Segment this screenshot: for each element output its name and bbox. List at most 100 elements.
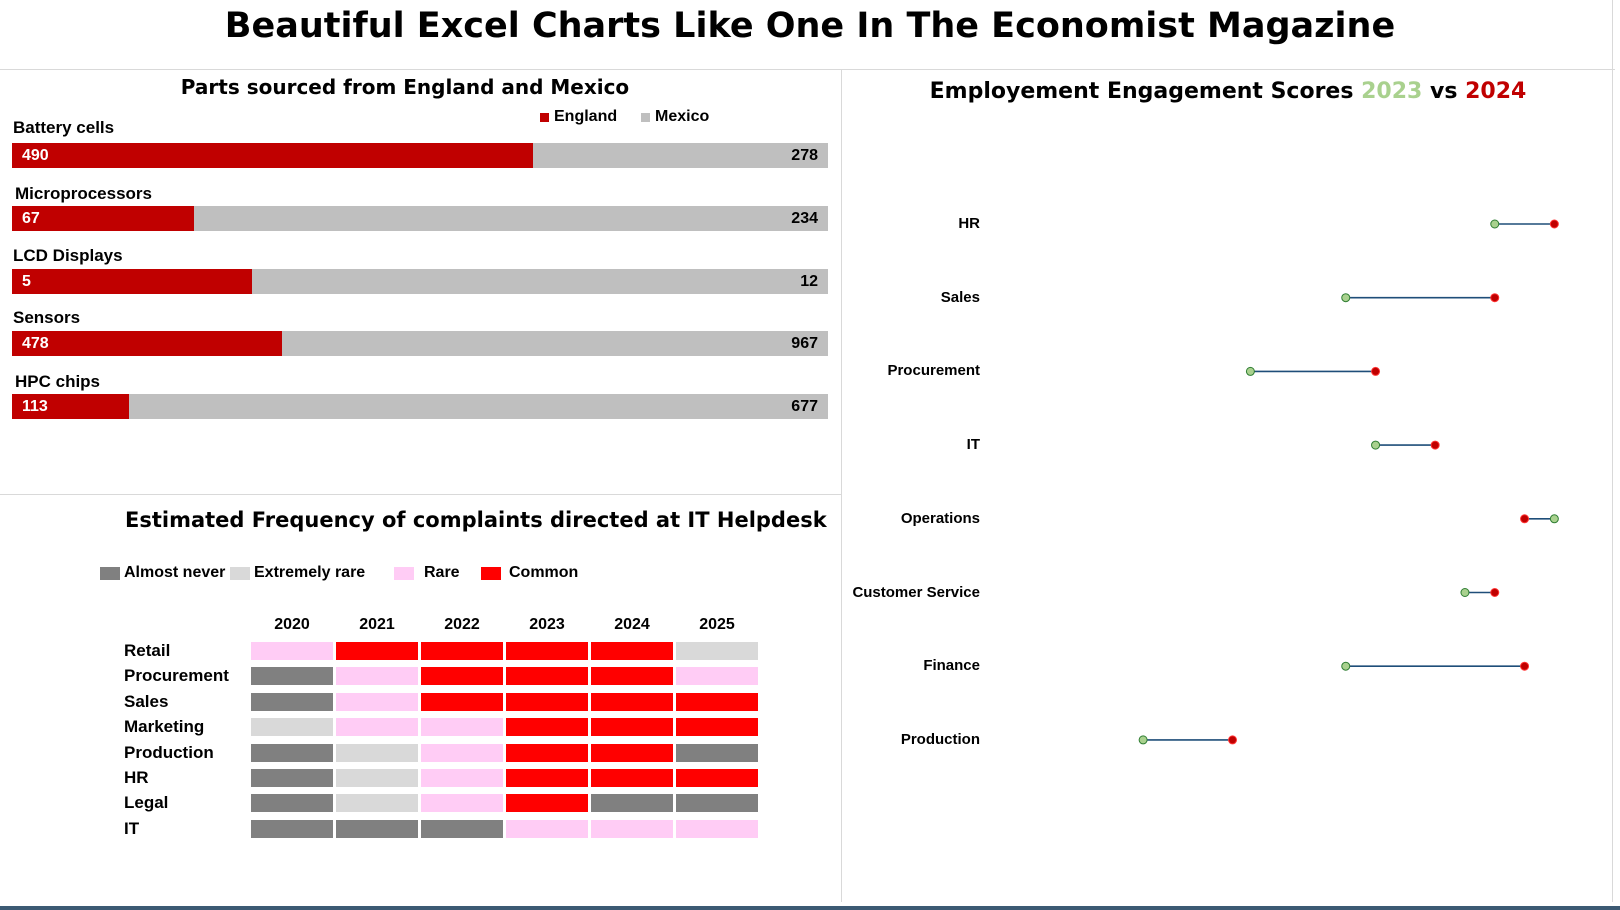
legend-england-swatch: [540, 112, 549, 122]
data-label-england: 490: [22, 147, 49, 164]
dumbbell-chart-title: Employement Engagement Scores 2023 vs 20…: [843, 79, 1613, 104]
heatmap-row-label: Procurement: [124, 666, 229, 686]
legend-england-label: England: [554, 108, 618, 125]
heatmap-cell: [506, 667, 588, 686]
heatmap-cell: [591, 819, 673, 838]
dumbbell-point-2024: [1371, 366, 1381, 376]
bar-category-label: HPC chips: [15, 372, 101, 391]
heatmap-cell: [336, 819, 418, 838]
dumbbell-point-2023: [1490, 219, 1500, 229]
bar-england: [12, 269, 252, 294]
heatmap-cell: [251, 642, 333, 660]
heatmap-cell: [676, 642, 758, 660]
dumbbell-category-label: Sales: [940, 288, 980, 306]
legend-extremely-rare-label: Extremely rare: [254, 564, 366, 581]
legend-mexico: Mexico: [641, 108, 709, 126]
dumbbell-point-2023: [1549, 514, 1559, 524]
heatmap-cell: [506, 794, 588, 813]
heatmap-cell: [506, 692, 588, 711]
dumbbell-point-2024: [1430, 440, 1440, 450]
dumbbell-title-vs: vs: [1422, 79, 1466, 104]
heatmap-cell: [591, 794, 673, 813]
panel-divider-horizontal: [0, 494, 841, 495]
heatmap-row-label: Production: [124, 742, 214, 762]
bar-england: [12, 331, 282, 356]
heatmap-cell: [506, 769, 588, 787]
heatmap-cell: [591, 692, 673, 711]
heatmap-year-label: 2021: [359, 616, 395, 633]
dumbbell-point-2023: [1245, 366, 1255, 376]
bar-england: [12, 394, 129, 419]
title-divider: [0, 69, 1615, 70]
dumbbell-point-2023: [1138, 735, 1148, 745]
heatmap-cell: [421, 743, 503, 762]
data-label-england: 478: [22, 335, 49, 352]
data-label-mexico: 677: [791, 398, 818, 415]
heatmap-cell: [336, 692, 418, 711]
dumbbell-point-2024: [1549, 219, 1559, 229]
legend-rare-swatch: [394, 566, 414, 580]
legend-almost-never: Almost never: [100, 564, 225, 582]
dumbbell-title-year-2024: 2024: [1465, 79, 1527, 104]
window-bottom-border: [0, 906, 1620, 910]
heatmap-cell: [676, 794, 758, 813]
dumbbell-category-label: Operations: [900, 509, 980, 527]
heatmap-cell: [591, 667, 673, 686]
dumbbell-point-2023: [1371, 440, 1381, 450]
heatmap-row-label: Marketing: [124, 717, 205, 737]
bar-england: [12, 206, 194, 231]
heatmap-cell: [421, 769, 503, 787]
heatmap-cell: [676, 692, 758, 711]
heatmap-cell: [676, 718, 758, 737]
data-label-mexico: 967: [791, 335, 818, 352]
heatmap-cell: [506, 718, 588, 737]
data-label-mexico: 234: [791, 210, 818, 227]
dumbbell-point-2024: [1520, 661, 1530, 671]
dumbbell-point-2023: [1341, 293, 1351, 303]
heatmap-cell: [591, 743, 673, 762]
legend-mexico-swatch: [641, 112, 650, 122]
heatmap-row-label: Sales: [124, 691, 169, 711]
bar-category-label: Battery cells: [13, 118, 115, 137]
data-label-mexico: 278: [791, 147, 818, 164]
legend-rare-label: Rare: [424, 564, 460, 581]
dumbbell-category-label: HR: [958, 215, 980, 232]
heatmap-row-label: Legal: [124, 793, 169, 813]
data-label-mexico: 12: [800, 273, 818, 290]
heatmap-cell: [336, 718, 418, 737]
bar-england: [12, 143, 533, 168]
dumbbell-point-2023: [1460, 588, 1470, 597]
legend-common: Common: [481, 564, 578, 582]
heatmap-cell: [506, 819, 588, 838]
heatmap-cell: [676, 769, 758, 787]
heatmap-cell: [676, 667, 758, 686]
heatmap-cell: [336, 642, 418, 660]
heatmap-cell: [336, 769, 418, 787]
panel-divider-vertical: [841, 70, 842, 902]
heatmap-year-label: 2024: [614, 616, 650, 633]
dumbbell-category-label: IT: [966, 436, 980, 454]
heatmap-cell: [506, 642, 588, 660]
data-label-england: 67: [22, 210, 40, 227]
heatmap-cell: [421, 692, 503, 711]
legend-rare: Rare: [394, 564, 460, 582]
dumbbell-title-prefix: Employement Engagement Scores: [929, 79, 1362, 104]
dumbbell-category-label: Production: [900, 730, 980, 748]
heatmap-cell: [421, 667, 503, 686]
heatmap-title: Estimated Frequency of complaints direct…: [125, 508, 827, 532]
heatmap-row-label: Retail: [124, 641, 171, 660]
legend-common-label: Common: [509, 564, 579, 581]
heatmap-row-label: HR: [124, 768, 149, 787]
data-label-england: 5: [22, 273, 31, 290]
heatmap-cell: [421, 794, 503, 813]
heatmap-row-label: IT: [124, 818, 140, 838]
bar-mexico: [12, 394, 828, 419]
heatmap-cell: [251, 692, 333, 711]
right-edge-divider: [1612, 0, 1613, 902]
heatmap-year-label: 2020: [274, 616, 310, 633]
legend-almost-never-swatch: [100, 566, 120, 580]
legend-almost-never-label: Almost never: [124, 564, 226, 581]
heatmap-cell: [251, 769, 333, 787]
dumbbell-category-label: Customer Service: [852, 583, 980, 601]
